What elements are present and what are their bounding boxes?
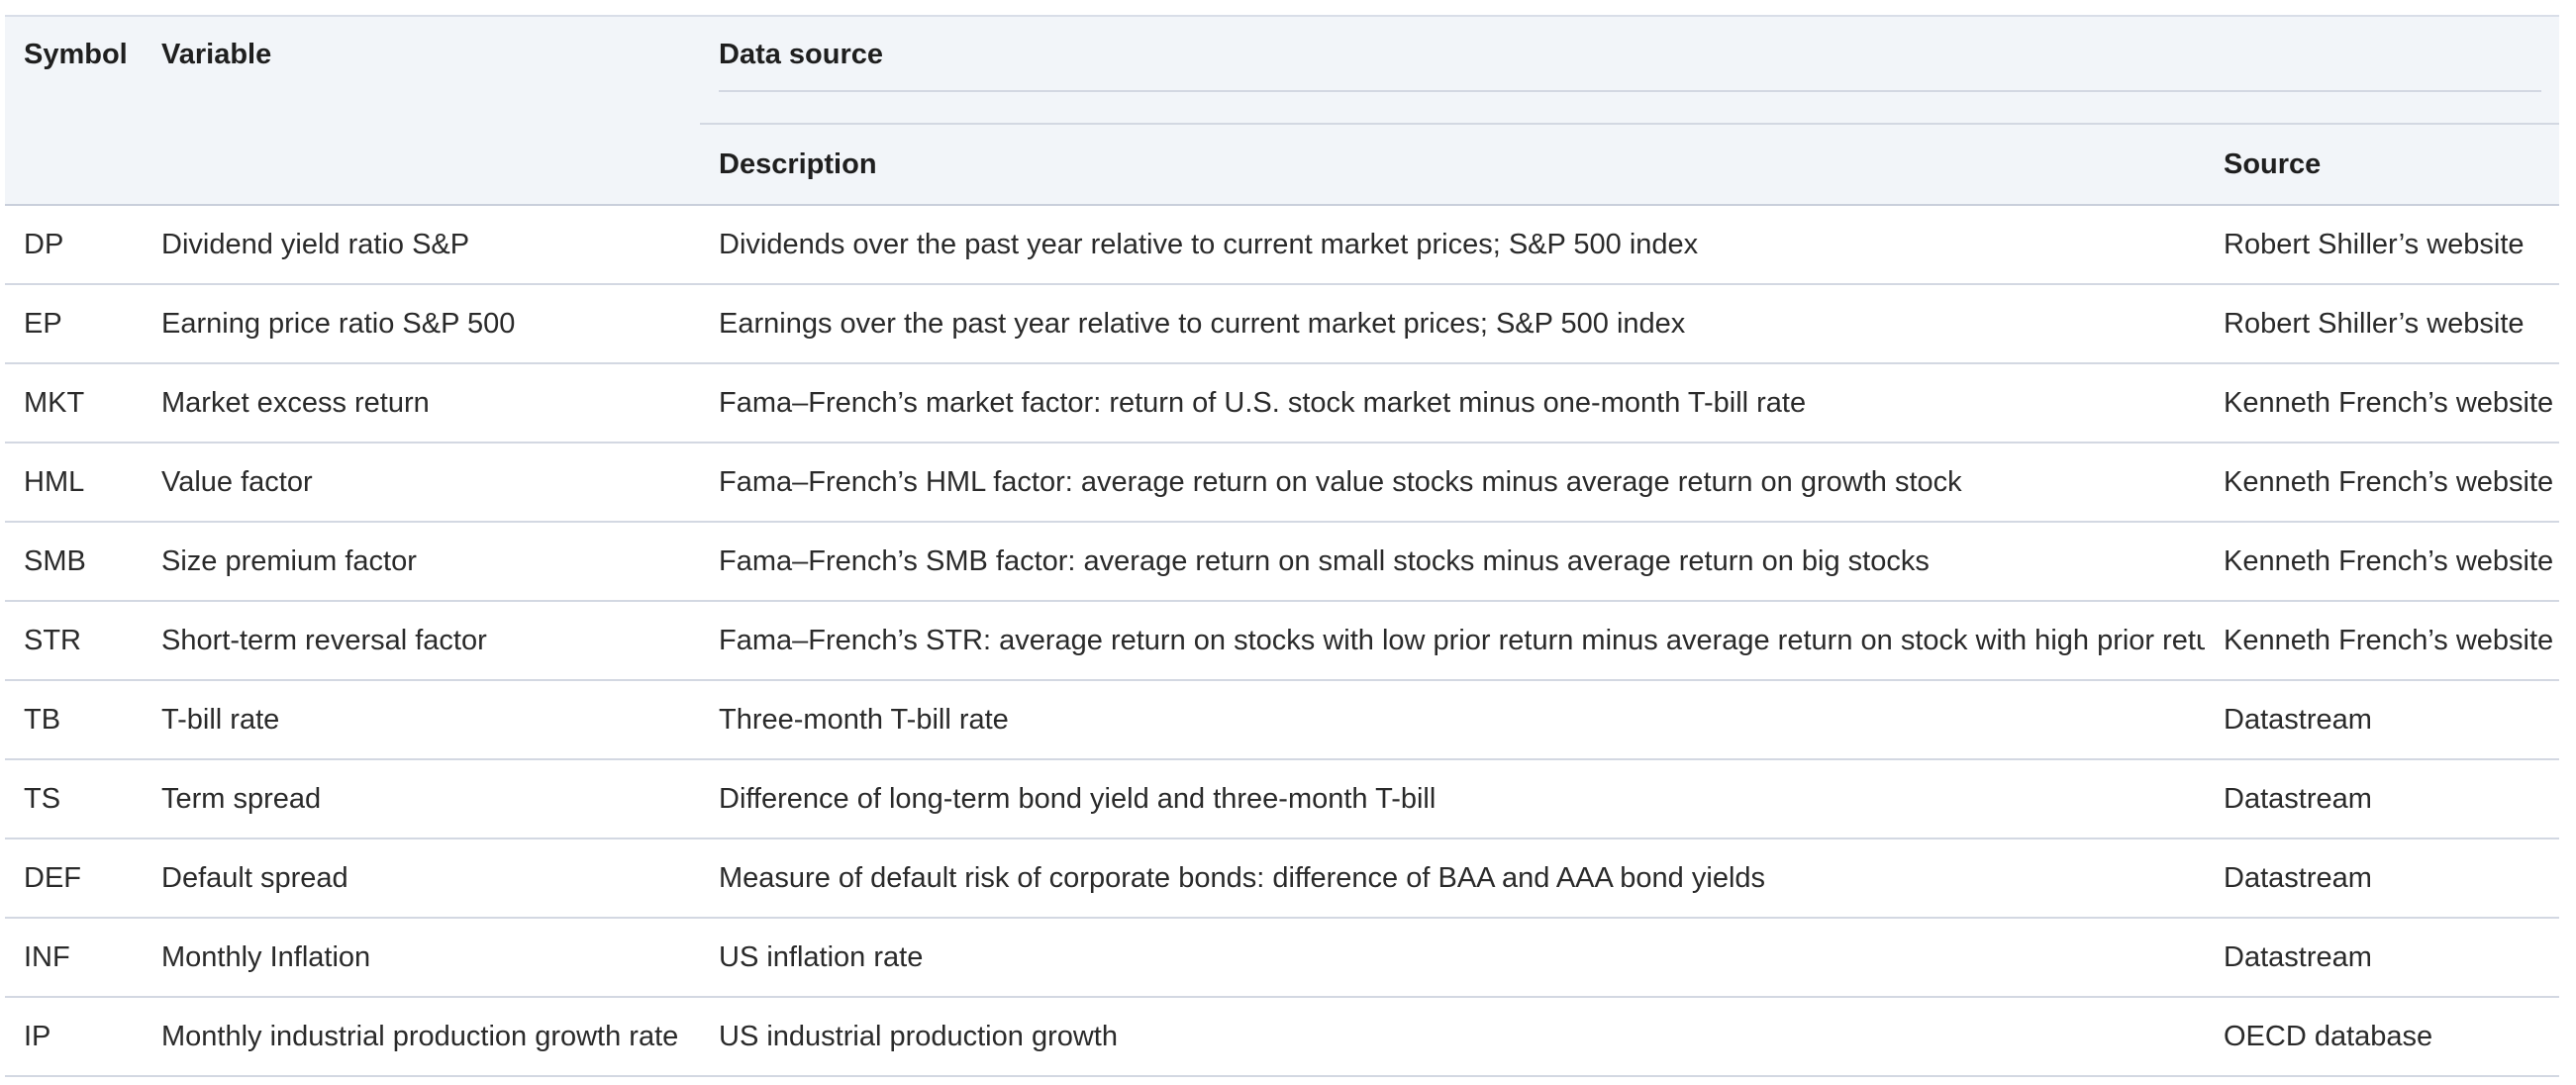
header-source: Source bbox=[2205, 123, 2559, 206]
cell-symbol: DEF bbox=[5, 838, 143, 919]
cell-variable: Term spread bbox=[143, 759, 700, 839]
cell-variable: Monthly Inflation bbox=[143, 918, 700, 998]
table-row: MKT Market excess return Fama–French’s mar… bbox=[5, 363, 2559, 444]
cell-source: Kenneth French’s website bbox=[2205, 601, 2559, 681]
header-group-divider bbox=[719, 90, 2541, 92]
cell-symbol: EP bbox=[5, 284, 143, 364]
cell-symbol: DP bbox=[5, 205, 143, 285]
cell-variable: Value factor bbox=[143, 443, 700, 523]
cell-source: Kenneth French’s website bbox=[2205, 363, 2559, 444]
cell-description: Measure of default risk of corporate bon… bbox=[700, 838, 2205, 919]
cell-variable: Default spread bbox=[143, 838, 700, 919]
cell-source: Robert Shiller’s website bbox=[2205, 205, 2559, 285]
header-symbol: Symbol bbox=[5, 15, 143, 124]
cell-symbol: TS bbox=[5, 759, 143, 839]
data-table-container: Symbol Variable Data source Description … bbox=[5, 15, 2559, 1077]
cell-source: Datastream bbox=[2205, 838, 2559, 919]
cell-variable: Market excess return bbox=[143, 363, 700, 444]
cell-variable: Size premium factor bbox=[143, 522, 700, 602]
table-row: SMB Size premium factor Fama–French’s SMB … bbox=[5, 522, 2559, 602]
cell-description: US inflation rate bbox=[700, 918, 2205, 998]
table-row: STR Short-term reversal factor Fama–French… bbox=[5, 601, 2559, 681]
cell-source: Robert Shiller’s website bbox=[2205, 284, 2559, 364]
cell-variable: Short-term reversal factor bbox=[143, 601, 700, 681]
table-header: Symbol Variable Data source Description … bbox=[5, 15, 2559, 206]
cell-symbol: STR bbox=[5, 601, 143, 681]
table-row: TB T-bill rate Three-month T-bill rate Data… bbox=[5, 680, 2559, 760]
cell-symbol: SMB bbox=[5, 522, 143, 602]
header-data-source: Data source bbox=[719, 39, 884, 70]
table-row: TS Term spread Difference of long-term bon… bbox=[5, 759, 2559, 839]
header-variable: Variable bbox=[143, 15, 700, 124]
cell-source: Datastream bbox=[2205, 680, 2559, 760]
header-variable-spacer bbox=[143, 124, 700, 206]
cell-variable: Monthly industrial production growth rat… bbox=[143, 997, 700, 1077]
table-row: DEF Default spread Measure of default risk… bbox=[5, 838, 2559, 919]
cell-symbol: HML bbox=[5, 443, 143, 523]
table-row: INF Monthly Inflation US inflation rate Dat… bbox=[5, 918, 2559, 998]
cell-description: Fama–French’s SMB factor: average return… bbox=[700, 522, 2205, 602]
table-body: DP Dividend yield ratio S&P Dividends over… bbox=[5, 205, 2559, 1077]
table-row: DP Dividend yield ratio S&P Dividends over… bbox=[5, 205, 2559, 285]
table-row: EP Earning price ratio S&P 500 Earnings ov… bbox=[5, 284, 2559, 364]
cell-source: OECD database bbox=[2205, 997, 2559, 1077]
cell-source: Datastream bbox=[2205, 759, 2559, 839]
cell-description: Earnings over the past year relative to … bbox=[700, 284, 2205, 364]
cell-symbol: IP bbox=[5, 997, 143, 1077]
cell-symbol: INF bbox=[5, 918, 143, 998]
cell-description: US industrial production growth bbox=[700, 997, 2205, 1077]
cell-variable: Dividend yield ratio S&P bbox=[143, 205, 700, 285]
table-row: IP Monthly industrial production growth r… bbox=[5, 997, 2559, 1077]
cell-source: Datastream bbox=[2205, 918, 2559, 998]
header-symbol-spacer bbox=[5, 124, 143, 206]
cell-description: Fama–French’s HML factor: average return… bbox=[700, 443, 2205, 523]
cell-description: Dividends over the past year relative to… bbox=[700, 205, 2205, 285]
variables-table: Symbol Variable Data source Description … bbox=[5, 15, 2559, 1077]
cell-description: Difference of long-term bond yield and t… bbox=[700, 759, 2205, 839]
header-description: Description bbox=[700, 123, 2205, 206]
cell-symbol: TB bbox=[5, 680, 143, 760]
cell-description: Three-month T-bill rate bbox=[700, 680, 2205, 760]
header-data-source-group: Data source bbox=[700, 15, 2559, 124]
cell-source: Kenneth French’s website bbox=[2205, 443, 2559, 523]
cell-source: Kenneth French’s website bbox=[2205, 522, 2559, 602]
cell-description: Fama–French’s STR: average return on sto… bbox=[700, 601, 2205, 681]
cell-variable: T-bill rate bbox=[143, 680, 700, 760]
table-row: HML Value factor Fama–French’s HML factor:… bbox=[5, 443, 2559, 523]
cell-description: Fama–French’s market factor: return of U… bbox=[700, 363, 2205, 444]
cell-variable: Earning price ratio S&P 500 bbox=[143, 284, 700, 364]
cell-symbol: MKT bbox=[5, 363, 143, 444]
